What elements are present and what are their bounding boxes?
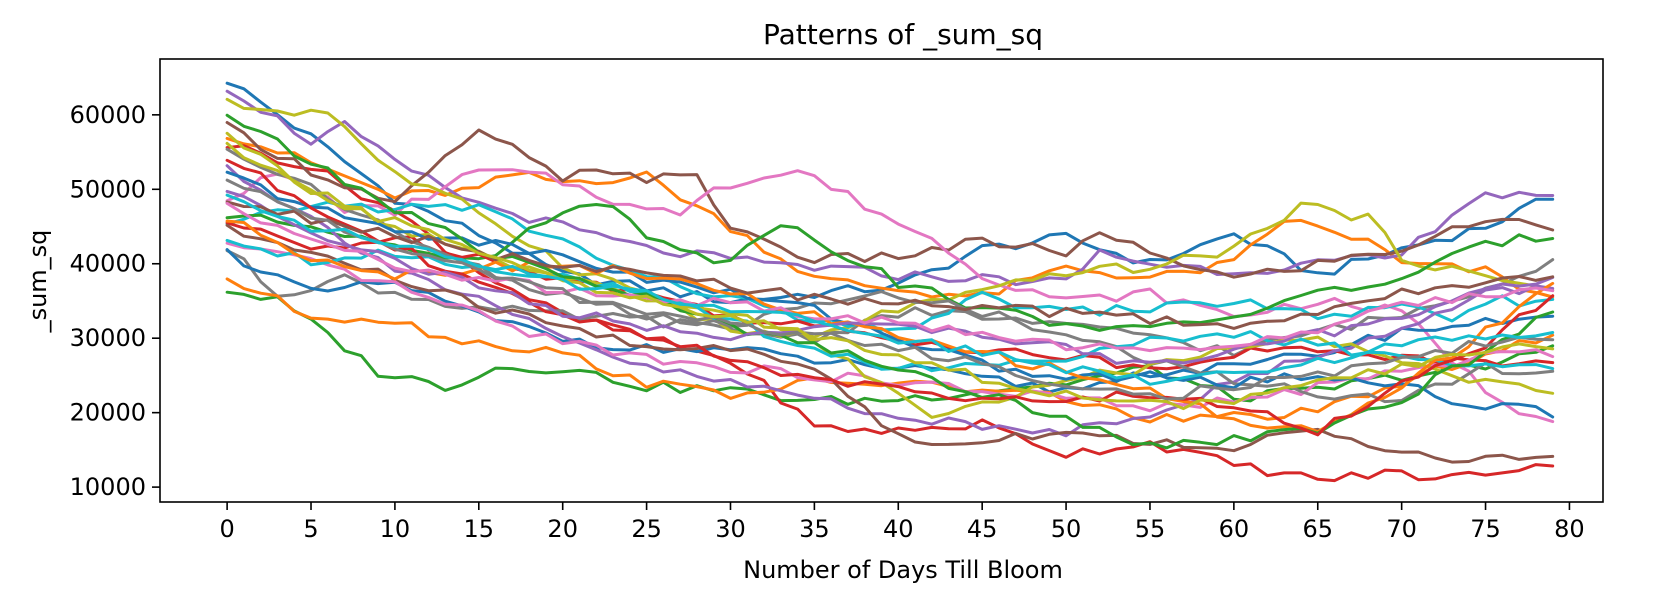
series-line-1: [225, 81, 1555, 305]
y-tick-label: 20000: [70, 399, 146, 427]
x-axis: 0 5 10 15 20 25 30 35 40 45 50 55 60 65 70 75 80: [219, 502, 1585, 543]
series-line-18: [225, 147, 1555, 404]
y-tick-label: 30000: [70, 324, 146, 352]
series-line-16: [225, 223, 1555, 464]
x-axis-label: Number of Days Till Bloom: [743, 556, 1063, 584]
x-tick-label: 35: [799, 515, 830, 543]
series-line-27: [225, 201, 1555, 353]
x-tick-label: 5: [303, 515, 318, 543]
x-tick-label: 40: [883, 515, 914, 543]
x-tick-label: 0: [219, 515, 234, 543]
x-tick-label: 75: [1470, 515, 1501, 543]
series-line-28: [225, 178, 1555, 401]
x-tick-label: 55: [1135, 515, 1166, 543]
x-tick-label: 65: [1302, 515, 1333, 543]
x-tick-label: 45: [967, 515, 998, 543]
series-line-3: [225, 290, 1555, 406]
chart-title: Patterns of _sum_sq: [763, 18, 1043, 51]
x-tick-label: 15: [464, 515, 495, 543]
y-axis: 10000 20000 30000 40000 50000 60000: [70, 101, 160, 501]
series-line-7: [225, 168, 1555, 424]
x-tick-label: 30: [715, 515, 746, 543]
series-line-9: [225, 97, 1555, 339]
x-tick-label: 60: [1219, 515, 1250, 543]
series-line-26: [225, 200, 1555, 330]
y-tick-label: 50000: [70, 175, 146, 203]
x-tick-label: 80: [1554, 515, 1585, 543]
series-line-10: [225, 200, 1555, 332]
x-tick-label: 10: [380, 515, 411, 543]
x-tick-label: 50: [1051, 515, 1082, 543]
series-line-23: [225, 113, 1555, 450]
y-tick-label: 40000: [70, 250, 146, 278]
series-line-30: [225, 193, 1555, 386]
y-tick-label: 60000: [70, 101, 146, 129]
x-tick-label: 20: [547, 515, 578, 543]
x-tick-label: 70: [1386, 515, 1417, 543]
y-axis-label: _sum_sq: [24, 230, 52, 334]
y-tick-label: 10000: [70, 473, 146, 501]
plot-frame: [159, 58, 1604, 503]
series-layer: [225, 81, 1555, 483]
series-line-6: [225, 121, 1555, 279]
x-tick-label: 25: [631, 515, 662, 543]
series-line-25: [225, 189, 1555, 365]
series-line-29: [225, 141, 1555, 411]
